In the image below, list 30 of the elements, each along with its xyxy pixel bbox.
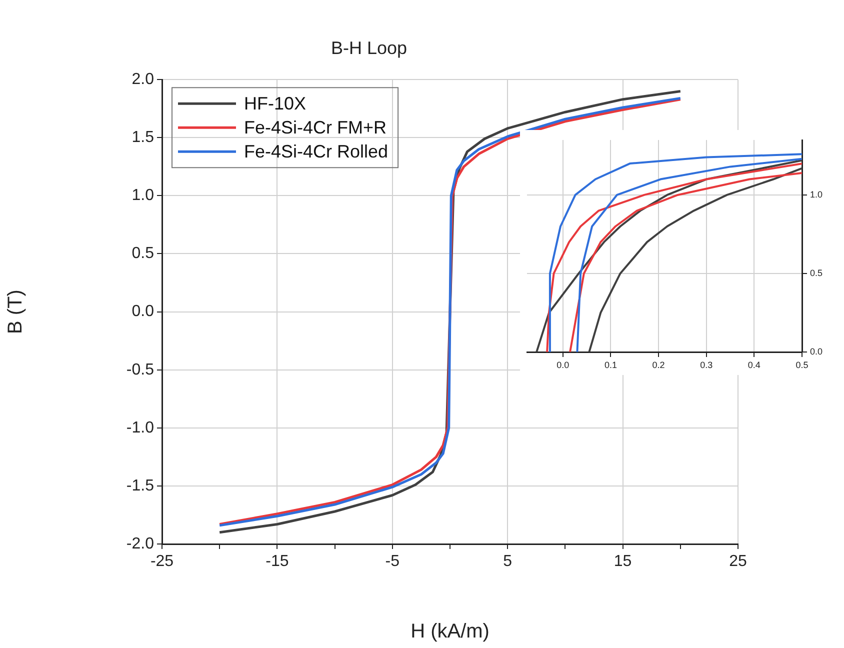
- x-tick-label: -5: [385, 553, 400, 570]
- x-tick-label: 25: [729, 553, 747, 570]
- y-tick-label: -1.0: [126, 419, 154, 436]
- x-tick-label: -15: [266, 553, 289, 570]
- chart-title: B-H Loop: [330, 38, 408, 58]
- x-tick-label: 0.2: [652, 360, 665, 370]
- y-tick-label: 1.0: [132, 187, 154, 204]
- y-tick-label: -1.5: [126, 477, 154, 494]
- y-tick-label: -0.5: [126, 361, 154, 378]
- x-tick-label: -25: [150, 553, 174, 570]
- x-tick-label: 0.5: [796, 360, 808, 370]
- legend-label: HF-10X: [244, 94, 306, 114]
- x-tick-label: 0.0: [556, 360, 570, 370]
- legend-label: Fe-4Si-4Cr Rolled: [244, 142, 388, 162]
- y-tick-label: 0.0: [810, 346, 823, 356]
- y-tick-label: -2.0: [126, 535, 154, 552]
- y-tick-label: 0.5: [132, 245, 154, 262]
- x-tick-label: 5: [503, 553, 512, 570]
- y-tick-label: 0.5: [810, 268, 823, 278]
- x-tick-label: 0.4: [748, 360, 760, 370]
- x-tick-label: 0.3: [700, 360, 713, 370]
- x-axis-title: H (kA/m): [410, 620, 490, 643]
- y-tick-label: 1.0: [810, 189, 823, 200]
- legend-label: Fe-4Si-4Cr FM+R: [244, 118, 387, 138]
- y-tick-label: 2.0: [132, 71, 154, 88]
- y-tick-label: 1.5: [132, 129, 154, 146]
- x-tick-label: 0.1: [604, 360, 617, 370]
- x-tick-label: 15: [614, 553, 632, 570]
- y-axis-title: B (T): [4, 290, 27, 334]
- y-tick-label: 0.0: [132, 303, 154, 320]
